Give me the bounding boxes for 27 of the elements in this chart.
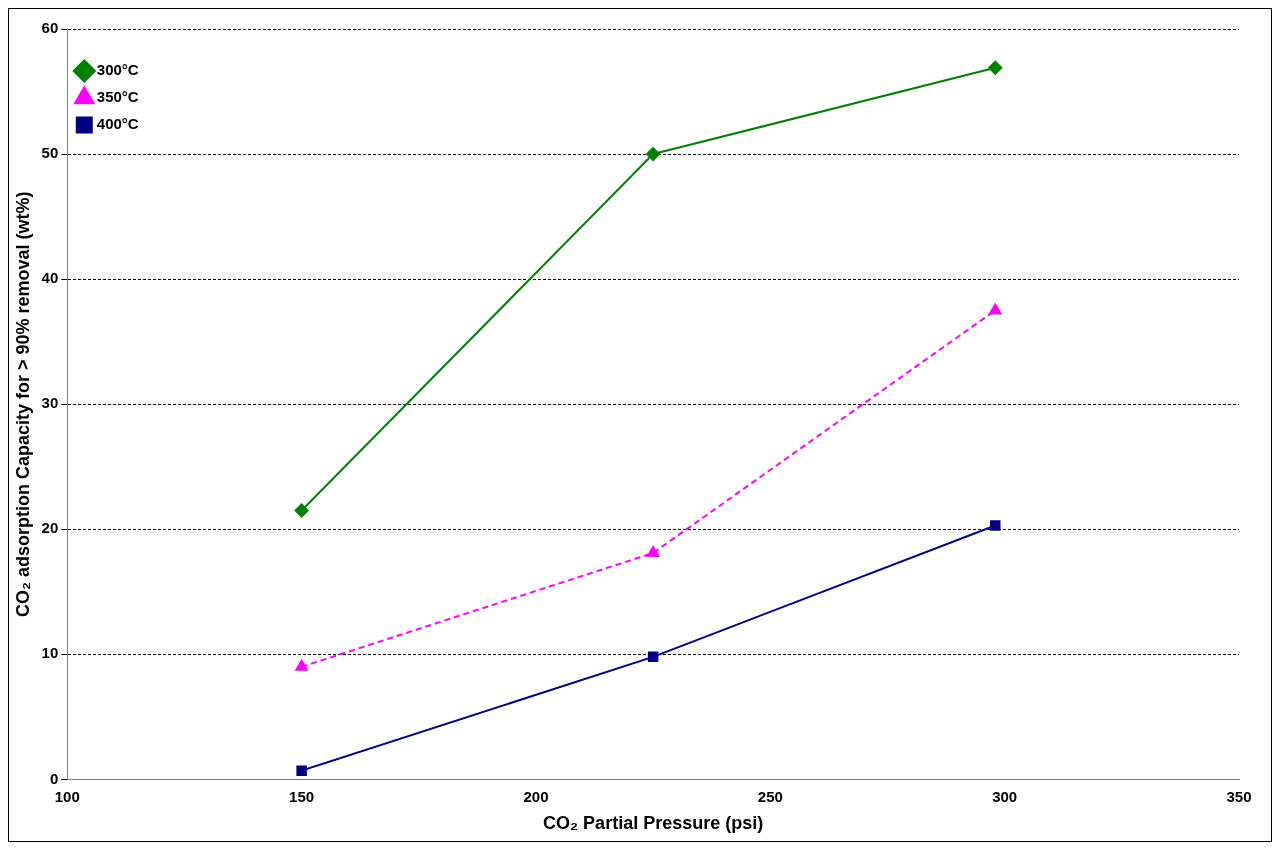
y-axis-title: CO₂ adsorption Capacity for > 90% removal (wt%) xyxy=(12,191,33,617)
y-tick-label: 0 xyxy=(49,769,59,787)
y-tick-label: 50 xyxy=(41,144,59,162)
point xyxy=(294,503,309,518)
legend-label: 350°C xyxy=(96,88,139,106)
x-tick-label: 200 xyxy=(523,787,549,805)
point xyxy=(296,765,307,776)
point xyxy=(646,546,660,558)
point xyxy=(646,147,661,162)
x-tick-label: 250 xyxy=(757,787,783,805)
x-tick-label: 350 xyxy=(1226,787,1252,805)
legend-label: 300°C xyxy=(96,61,139,79)
legend-label: 400°C xyxy=(96,115,139,133)
x-tick-label: 300 xyxy=(992,787,1018,805)
point xyxy=(989,303,1002,315)
point xyxy=(988,60,1003,75)
x-tick-label: 150 xyxy=(289,787,315,805)
point xyxy=(647,651,659,663)
y-tick-label: 10 xyxy=(41,644,59,662)
y-tick-label: 60 xyxy=(41,19,59,37)
point xyxy=(990,520,1001,531)
y-tick-label: 30 xyxy=(41,394,59,412)
x-axis-title: CO₂ Partial Pressure (psi) xyxy=(543,813,764,834)
x-tick-label: 100 xyxy=(54,787,80,805)
y-tick-label: 20 xyxy=(41,519,59,537)
point xyxy=(295,659,308,671)
y-tick-label: 40 xyxy=(41,269,59,287)
